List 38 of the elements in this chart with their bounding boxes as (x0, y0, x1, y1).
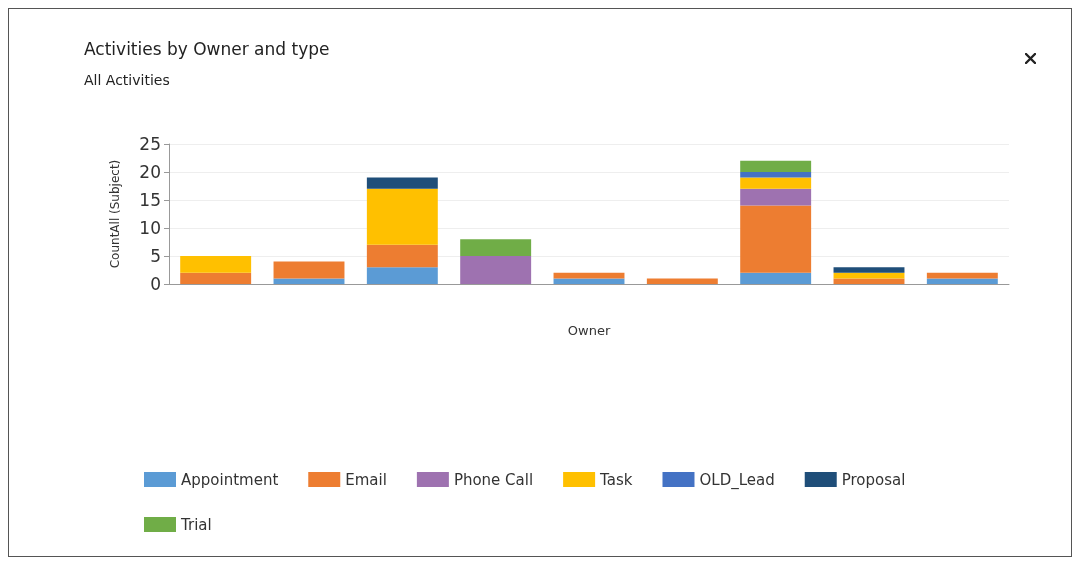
bar (366, 244, 438, 268)
y-tick-label: 5 (150, 246, 161, 266)
y-axis-title: CountAll (Subject) (108, 159, 122, 269)
bar (553, 278, 625, 284)
x-axis-title: Owner (567, 323, 611, 338)
bar (740, 188, 812, 206)
bar (740, 172, 812, 178)
legend-label: OLD_Lead (699, 470, 775, 490)
bar (926, 278, 998, 284)
bar (833, 267, 905, 273)
chart-title: Activities by Owner and type (84, 38, 330, 59)
y-tick-label: 10 (139, 218, 161, 238)
bar (460, 256, 532, 284)
legend-label: Email (345, 470, 387, 489)
bar (273, 278, 345, 284)
bar (460, 239, 532, 256)
legend-label: Appointment (181, 470, 279, 489)
bar (740, 160, 812, 172)
y-tick-label: 20 (139, 162, 161, 182)
bar (646, 278, 718, 284)
legend-label: Task (599, 470, 633, 489)
legend-label: Phone Call (453, 470, 534, 489)
bar (740, 177, 812, 189)
bar (273, 261, 345, 279)
bar (180, 256, 252, 273)
bar (740, 205, 812, 273)
legend-label: Trial (180, 515, 212, 534)
bar (366, 267, 438, 284)
y-tick-label: 15 (139, 190, 161, 210)
bar (833, 278, 905, 284)
chart-subtitle: All Activities (84, 72, 170, 88)
y-tick-label: 25 (139, 134, 161, 154)
y-tick-label: 0 (150, 274, 161, 294)
bar (366, 188, 438, 245)
legend-label: Proposal (841, 470, 906, 489)
bar (366, 177, 438, 189)
bar (740, 272, 812, 284)
bar (180, 272, 252, 284)
